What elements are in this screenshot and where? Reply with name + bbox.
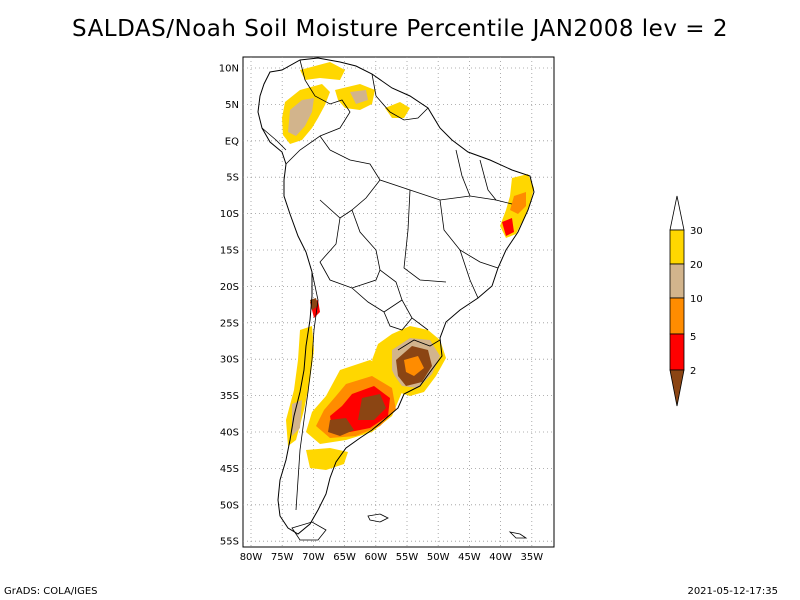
border-paraguay: [351, 287, 403, 313]
colorbar: 30 20 10 5 2: [669, 195, 703, 407]
colorbar-bottom-arrow: [669, 369, 685, 407]
lat-label: 55S: [220, 537, 239, 548]
lat-label: 50S: [220, 500, 239, 511]
lat-label: 20S: [220, 282, 239, 293]
lat-label: 45S: [220, 464, 239, 475]
border-bolivia-south: [319, 217, 381, 289]
colorbar-top-arrow: [669, 195, 685, 231]
shade-pampas-brown: [358, 394, 386, 420]
lon-label: 55W: [396, 552, 419, 563]
footer-credit: GrADS: COLA/IGES: [4, 586, 98, 597]
border-brazil-states-5: [479, 159, 513, 205]
shade-ne-brazil-red: [502, 218, 514, 236]
lon-label: 65W: [333, 552, 356, 563]
falklands: [367, 513, 389, 523]
lon-label: 60W: [364, 552, 387, 563]
colorbar-swatch-5-10: [669, 297, 685, 335]
footer-timestamp: 2021-05-12-17:35: [687, 586, 778, 597]
map-title: SALDAS/Noah Soil Moisture Percentile JAN…: [72, 16, 728, 42]
lat-label: 10N: [219, 64, 239, 75]
border-ecuador: [261, 127, 287, 151]
lon-label: 75W: [271, 552, 294, 563]
lon-label: 70W: [302, 552, 325, 563]
lat-label: 25S: [220, 318, 239, 329]
south-georgia: [508, 531, 528, 539]
border-uruguay: [397, 339, 441, 351]
shade-venezuela-yellow: [300, 62, 345, 80]
shade-north-tan: [288, 98, 314, 136]
country-borders: [261, 59, 513, 511]
lat-label: 35S: [220, 391, 239, 402]
lon-label: 40W: [489, 552, 512, 563]
lon-label: 50W: [427, 552, 450, 563]
shade-patagonia: [306, 448, 348, 470]
lon-label: 45W: [458, 552, 481, 563]
shade-guiana: [385, 102, 410, 118]
colorbar-label-20: 20: [690, 260, 703, 271]
lat-label: 5N: [225, 100, 239, 111]
colorbar-swatch-10-20: [669, 263, 685, 299]
continent-outline: [257, 57, 535, 535]
longitude-labels: 80W 75W 70W 65W 60W 55W 50W 45W 40W 35W: [240, 552, 544, 563]
shade-uruguay-orange: [404, 356, 424, 376]
colorbar-swatch-20-30: [669, 229, 685, 265]
border-guianas: [371, 73, 429, 121]
shade-venezuela-tan: [350, 90, 368, 104]
colorbar-label-30: 30: [690, 226, 703, 237]
latitude-labels: 10N 5N EQ 5S 10S 15S 20S 25S 30S 35S 40S 45S 50S 55S: [219, 64, 239, 548]
border-brazil-states-3: [403, 189, 447, 283]
tierra-del-fuego: [291, 521, 327, 541]
lat-label: EQ: [225, 136, 239, 147]
border-colombia-peru: [285, 135, 331, 165]
lat-label: 15S: [220, 246, 239, 257]
colorbar-swatch-2-5: [669, 333, 685, 371]
shade-ne-brazil-orange: [510, 192, 526, 214]
border-argentina-brazil: [383, 311, 413, 331]
graticule: [243, 57, 554, 547]
border-chile-argentina: [295, 271, 319, 511]
colorbar-label-10: 10: [690, 294, 703, 305]
border-colombia-venezuela: [299, 59, 351, 137]
colorbar-label-2: 2: [690, 366, 696, 377]
shade-chile-central-tan: [292, 400, 302, 436]
border-brazil-states-6: [459, 249, 479, 299]
shade-pampas-brown2: [328, 418, 354, 436]
lat-label: 30S: [220, 355, 239, 366]
shaded-regions: [282, 62, 534, 470]
lat-label: 5S: [226, 173, 239, 184]
lat-label: 40S: [220, 428, 239, 439]
lat-label: 10S: [220, 209, 239, 220]
border-brazil-states-4: [455, 149, 471, 197]
lon-label: 35W: [520, 552, 543, 563]
colorbar-label-5: 5: [690, 332, 696, 343]
lon-label: 80W: [240, 552, 263, 563]
